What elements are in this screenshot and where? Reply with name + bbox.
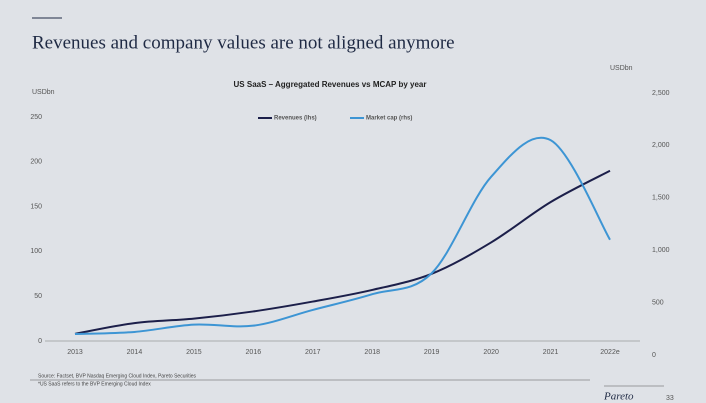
x-tick-label: 2017: [305, 349, 321, 356]
x-tick-label: 2022e: [600, 349, 620, 356]
y2-tick-label: 2,000: [652, 142, 670, 149]
x-tick-label: 2013: [67, 349, 83, 356]
x-tick-label: 2018: [364, 349, 380, 356]
y2-tick-label: 0: [652, 352, 656, 359]
y2-tick-label: 2,500: [652, 90, 670, 97]
slide-title: Revenues and company values are not alig…: [32, 32, 455, 53]
x-tick-label: 2021: [543, 349, 559, 356]
page-number: 33: [666, 395, 674, 402]
y2-tick-label: 500: [652, 299, 664, 306]
legend-label: Market cap (rhs): [366, 116, 412, 122]
footnote: *US SaaS refers to the BVP Emerging Clou…: [38, 381, 151, 387]
y-tick-label: 250: [30, 114, 42, 121]
y-tick-label: 200: [30, 159, 42, 166]
y2-tick-label: 1,000: [652, 247, 670, 254]
chart-title: US SaaS – Aggregated Revenues vs MCAP by…: [234, 80, 427, 89]
y-tick-label: 0: [38, 338, 42, 345]
x-tick-label: 2014: [127, 349, 143, 356]
y-axis-label: USDbn: [32, 89, 55, 96]
y-tick-label: 150: [30, 203, 42, 210]
footnote: Source: Factset, BVP Nasdaq Emerging Clo…: [38, 373, 197, 379]
y2-tick-label: 1,500: [652, 195, 670, 202]
x-tick-label: 2019: [424, 349, 440, 356]
series-line: [74, 136, 611, 336]
y-tick-label: 100: [30, 248, 42, 255]
x-tick-label: 2020: [483, 349, 499, 356]
y2-axis-label: USDbn: [610, 65, 633, 72]
legend-label: Revenues (lhs): [274, 116, 317, 122]
y-tick-label: 50: [34, 293, 42, 300]
brand: Pareto: [603, 391, 634, 403]
series-line: [74, 169, 611, 335]
x-tick-label: 2015: [186, 349, 202, 356]
x-tick-label: 2016: [246, 349, 262, 356]
